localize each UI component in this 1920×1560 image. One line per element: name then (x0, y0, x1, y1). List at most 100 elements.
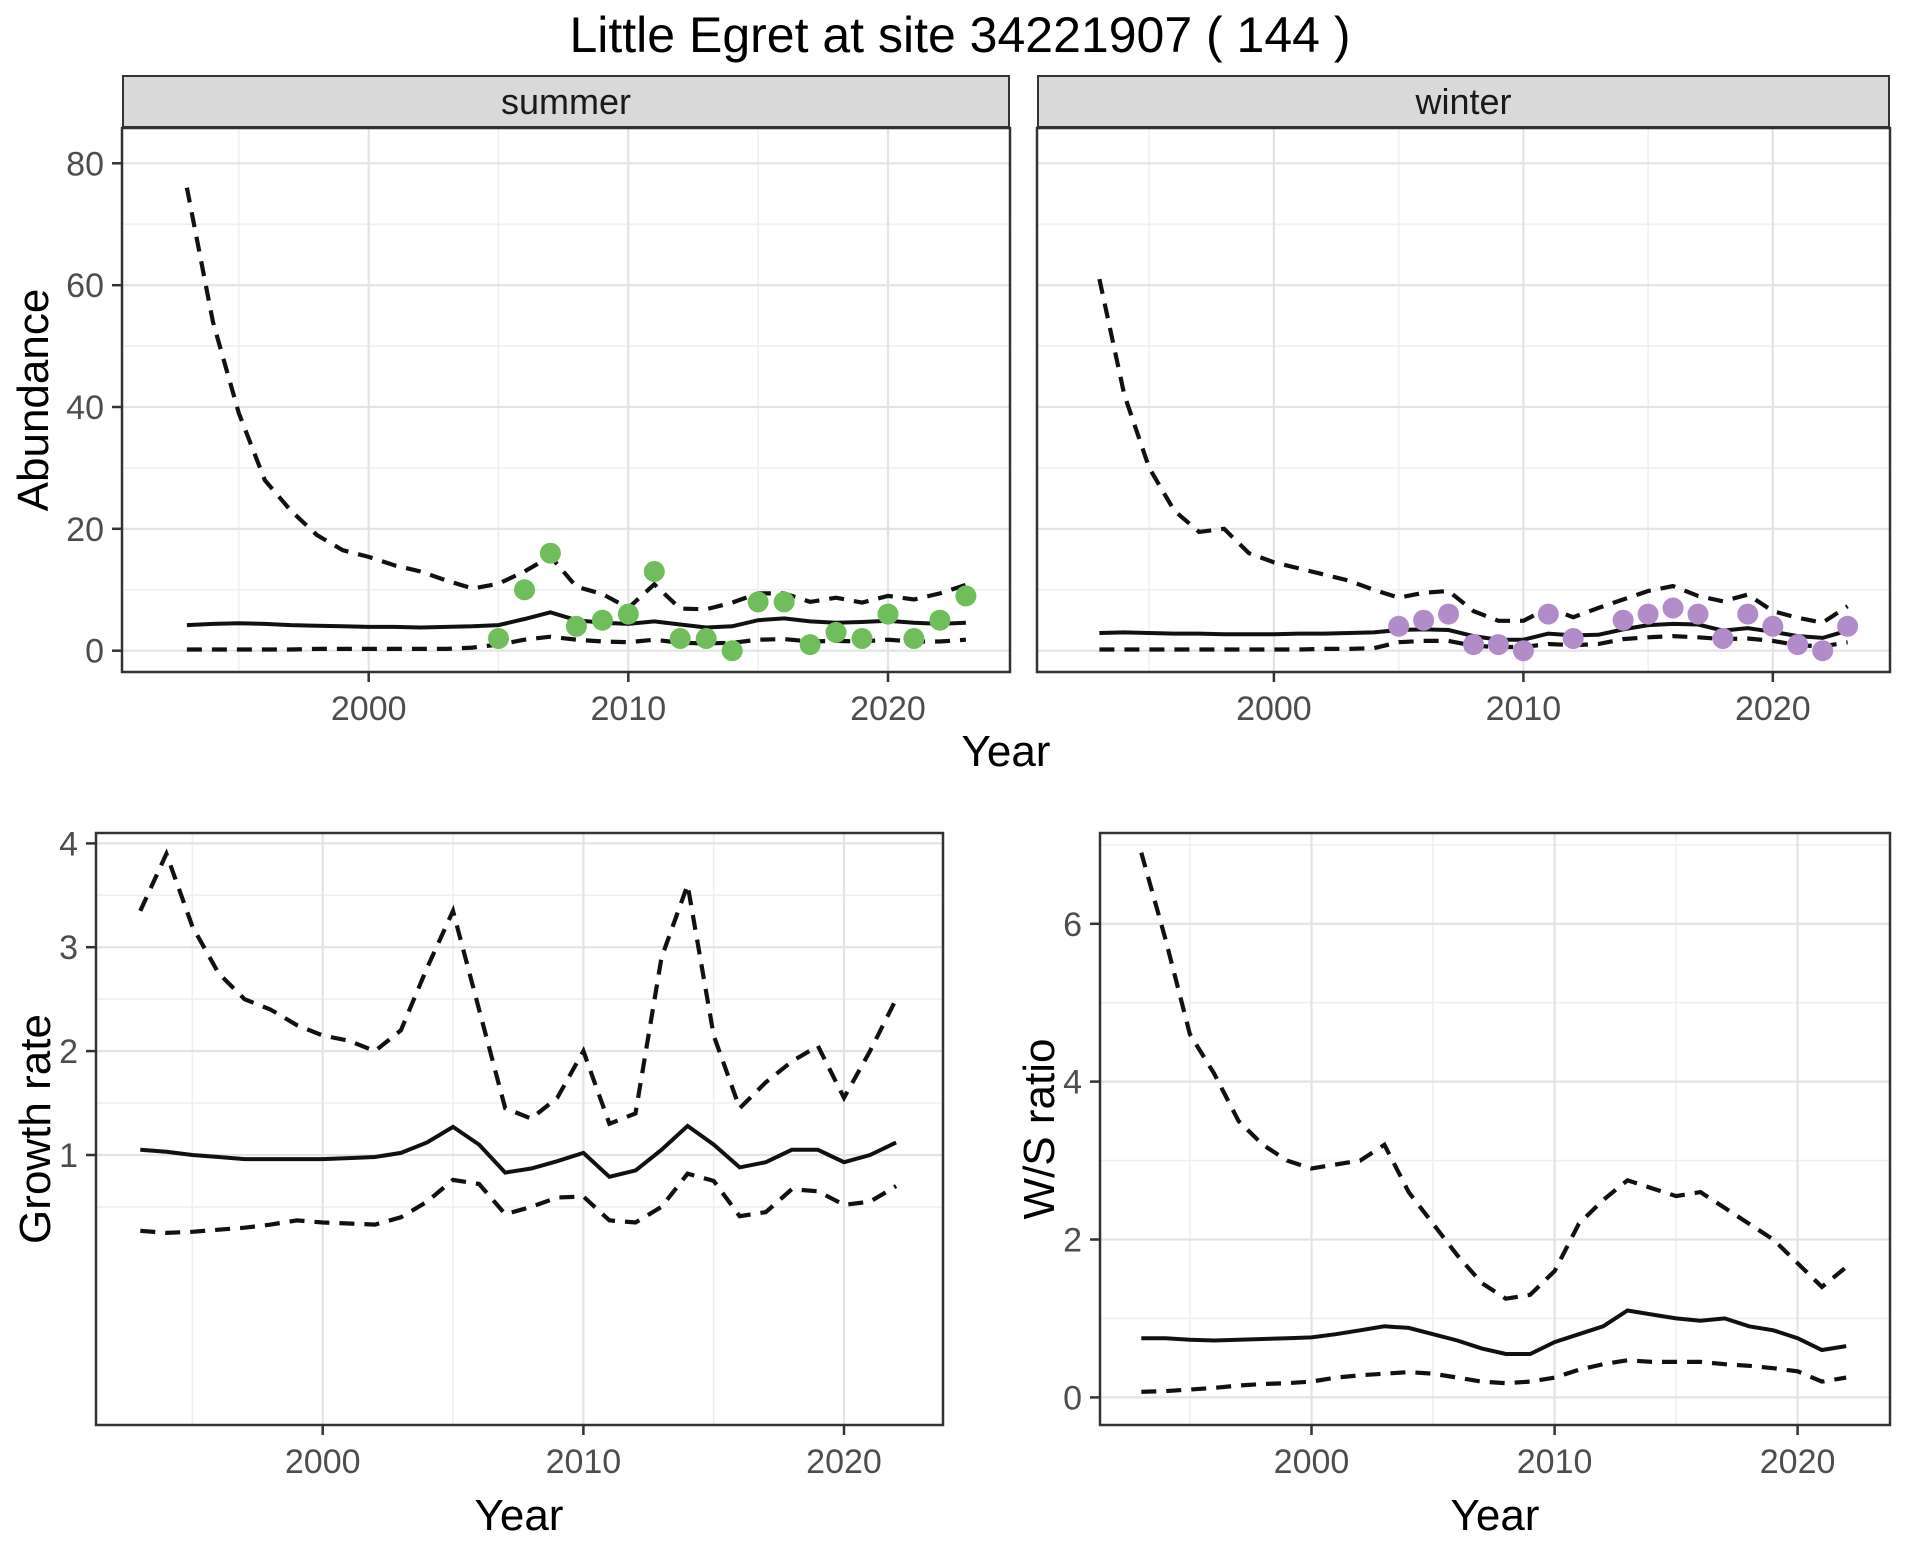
y-tick-label: 20 (66, 511, 104, 549)
winter-upper-ci-line (1097, 278, 1849, 625)
summer-point (617, 603, 639, 625)
winter-point (1837, 615, 1859, 637)
winter-point (1712, 628, 1734, 649)
summer-point (903, 628, 925, 649)
summer-point (721, 640, 743, 662)
winter-point (1812, 640, 1834, 662)
y-tick-label: 4 (1063, 1064, 1082, 1102)
summer-point (773, 591, 795, 613)
summer-point (669, 628, 691, 649)
x-tick-label: 2020 (850, 690, 926, 728)
summer-point (929, 609, 951, 631)
y-tick-label: 2 (59, 1033, 78, 1071)
summer-point (877, 603, 899, 625)
winter-point (1687, 603, 1709, 625)
summer-point (825, 621, 847, 643)
summer-point (747, 591, 769, 613)
x-tick-label: 2020 (1760, 1443, 1836, 1481)
ws-upper-ci-line (1139, 852, 1848, 1301)
summer-panel-border (120, 126, 1012, 674)
winter-point (1612, 609, 1634, 631)
summer-point (851, 628, 873, 649)
y-axis-title-growth-rate: Growth rate (11, 1014, 60, 1244)
facet-label-summer: summer (500, 80, 631, 122)
winter-point (1388, 615, 1410, 637)
winter-point (1662, 597, 1684, 619)
ws-gridlines (1100, 833, 1890, 1425)
summer-lower-ci-line (186, 634, 967, 652)
summer-upper-ci-line (184, 187, 967, 612)
growth-gridlines (96, 833, 943, 1425)
x-tick-label: 2010 (1486, 690, 1562, 728)
ws-lower-ci-line (1141, 1358, 1847, 1394)
summer-panel: 2000 2010 2020 0 20 40 60 80 (66, 126, 1012, 728)
y-tick-label: 0 (1063, 1379, 1082, 1417)
y-tick-label: 2 (1063, 1222, 1082, 1260)
y-tick-label: 1 (59, 1137, 78, 1175)
y-tick-label: 4 (59, 825, 78, 863)
y-axis-title-abundance: Abundance (9, 288, 58, 512)
x-axis-title-year-top: Year (961, 727, 1051, 776)
x-axis-title-year-ws: Year (1450, 1491, 1540, 1540)
ws-panel: 2000 2010 2020 0 2 4 6 (1063, 831, 1892, 1481)
summer-axis-ticks: 2000 2010 2020 0 20 40 60 80 (66, 145, 926, 728)
x-tick-label: 2010 (590, 690, 666, 728)
growth-panel-border (94, 831, 945, 1427)
summer-point (591, 609, 613, 631)
x-tick-label: 2020 (1735, 690, 1811, 728)
y-tick-label: 6 (1063, 906, 1082, 944)
winter-gridlines (1037, 128, 1890, 672)
x-axis-title-year-growth: Year (474, 1491, 564, 1540)
winter-points (1388, 597, 1859, 662)
y-tick-label: 0 (85, 633, 104, 671)
ws-panel-border (1098, 831, 1892, 1427)
winter-point (1512, 640, 1534, 662)
winter-point (1637, 603, 1659, 625)
summer-point (539, 542, 561, 564)
summer-points (488, 542, 977, 662)
x-tick-label: 2020 (806, 1443, 882, 1481)
winter-axis-ticks: 2000 2010 2020 (1236, 672, 1811, 728)
growth-lower-ci-line (140, 1171, 898, 1236)
x-tick-label: 2010 (1517, 1443, 1593, 1481)
facet-strip-winter: winter (1037, 75, 1890, 128)
winter-point (1463, 634, 1484, 656)
winter-point (1762, 615, 1784, 637)
growth-axis-ticks: 2000 2010 2020 1 2 3 4 (59, 825, 882, 1481)
summer-point (643, 561, 665, 582)
y-axis-title-ws-ratio: W/S ratio (1015, 1038, 1064, 1220)
y-tick-label: 3 (59, 929, 78, 967)
facet-label-winter: winter (1415, 80, 1512, 122)
summer-gridlines (122, 128, 1010, 672)
y-tick-label: 40 (66, 389, 104, 427)
winter-point (1487, 634, 1509, 656)
x-tick-label: 2000 (1236, 690, 1312, 728)
winter-point (1413, 609, 1435, 631)
facet-strip-summer: summer (122, 75, 1010, 128)
ws-median-line (1141, 1308, 1847, 1356)
winter-point (1438, 603, 1459, 625)
page-title: Little Egret at site 34221907 ( 144 ) (569, 7, 1351, 63)
x-tick-label: 2000 (1274, 1443, 1350, 1481)
summer-point (799, 634, 821, 656)
y-tick-label: 80 (66, 145, 104, 183)
winter-panel: 2000 2010 2020 (1035, 126, 1892, 728)
y-tick-label: 60 (66, 267, 104, 305)
ws-axis-ticks: 2000 2010 2020 0 2 4 6 (1063, 906, 1835, 1481)
summer-point (955, 585, 977, 607)
x-tick-label: 2000 (331, 690, 407, 728)
growth-upper-ci-line (138, 848, 898, 1127)
x-tick-label: 2010 (546, 1443, 622, 1481)
winter-point (1537, 603, 1559, 625)
winter-point (1787, 634, 1809, 656)
summer-point (514, 579, 535, 601)
winter-panel-border (1035, 126, 1892, 674)
summer-point (695, 628, 717, 649)
summer-point (488, 628, 509, 649)
growth-median-line (140, 1123, 897, 1179)
winter-point (1737, 603, 1759, 625)
x-tick-label: 2000 (285, 1443, 361, 1481)
growth-panel: 2000 2010 2020 1 2 3 4 (59, 825, 945, 1481)
